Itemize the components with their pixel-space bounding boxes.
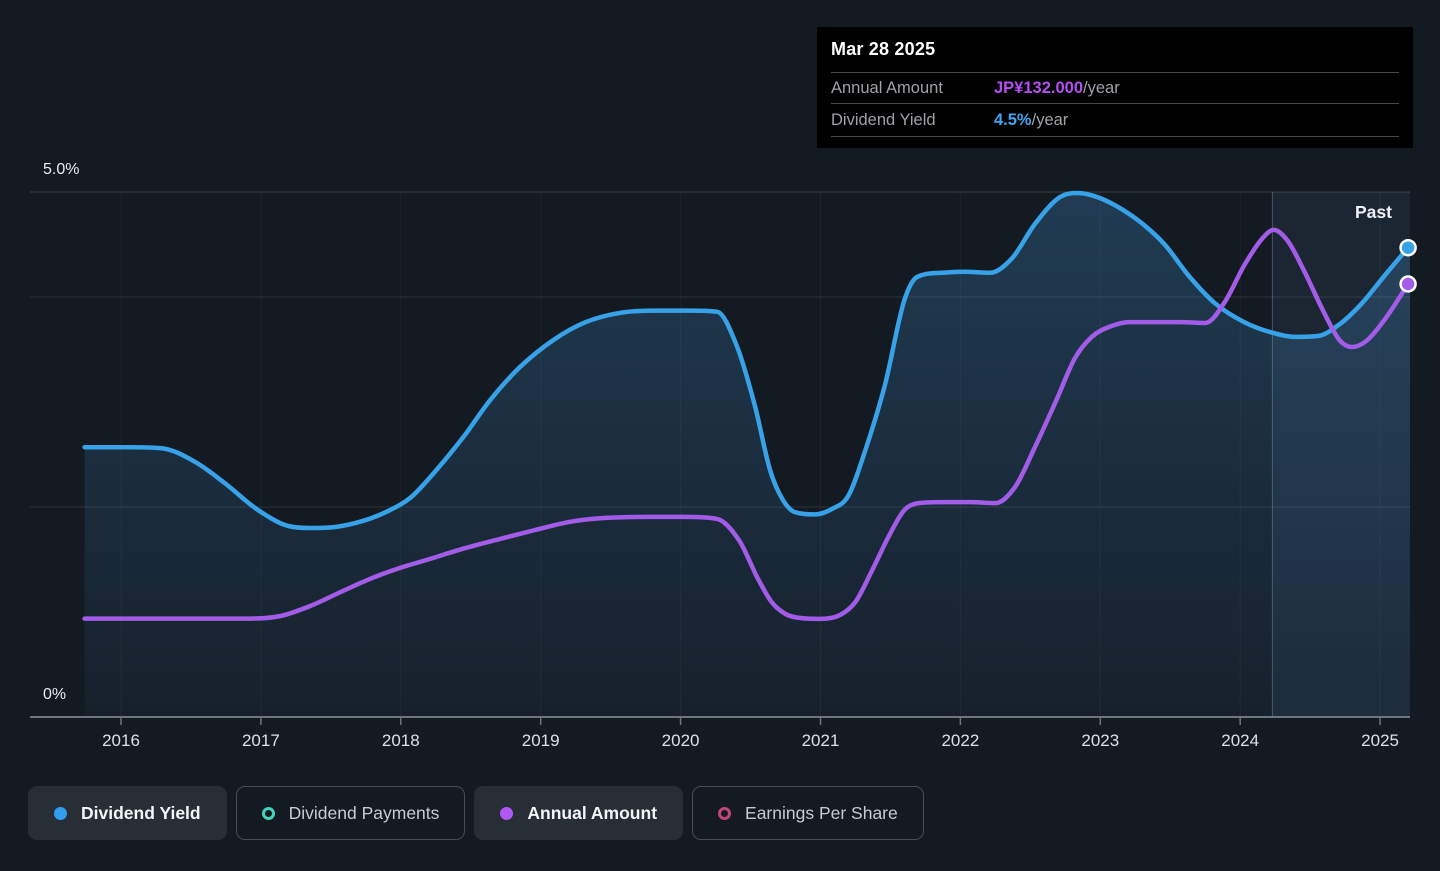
tooltip-row-annual-amount: Annual Amount JP¥132.000/year <box>831 72 1399 103</box>
legend-label: Annual Amount <box>527 802 658 823</box>
tooltip-row-dividend-yield: Dividend Yield 4.5%/year <box>831 103 1399 136</box>
x-axis-year-label: 2023 <box>1081 731 1120 750</box>
legend-button-earnings-per-share[interactable]: Earnings Per Share <box>692 786 924 840</box>
x-axis-year-label: 2025 <box>1361 731 1400 750</box>
x-axis-year-label: 2017 <box>241 731 280 750</box>
legend-button-dividend-payments[interactable]: Dividend Payments <box>235 786 466 840</box>
earnings-per-share-ring-icon <box>718 806 732 820</box>
x-axis-year-label: 2018 <box>381 731 420 750</box>
tooltip-dividend-yield-value: 4.5% <box>994 110 1032 129</box>
x-axis-year-label: 2016 <box>102 731 140 750</box>
past-region-label: Past <box>1355 202 1392 222</box>
tooltip-bottom-divider <box>831 136 1399 137</box>
y-axis-bottom-label: 0% <box>43 686 67 703</box>
legend-label: Dividend Payments <box>288 802 440 823</box>
x-axis-year-label: 2019 <box>521 731 560 750</box>
annual-amount-end-marker <box>1399 275 1417 293</box>
annual-amount-line <box>82 227 1411 622</box>
tooltip-annual-amount-label: Annual Amount <box>831 78 943 97</box>
dividend-payments-ring-icon <box>261 806 275 820</box>
x-axis-year-label: 2020 <box>661 731 700 750</box>
dividend-yield-area <box>84 193 1411 717</box>
x-axis-year-label: 2021 <box>801 731 840 750</box>
x-axis-year-label: 2022 <box>941 731 980 750</box>
tooltip-date: Mar 28 2025 <box>831 39 936 59</box>
tooltip-annual-amount-unit: /year <box>1083 78 1120 97</box>
legend-label: Earnings Per Share <box>745 802 898 823</box>
past-band <box>1272 192 1410 717</box>
legend-label: Dividend Yield <box>81 802 201 823</box>
dividend-yield-line <box>82 190 1411 531</box>
chart-tooltip: Mar 28 2025 Annual Amount JP¥132.000/yea… <box>817 27 1413 148</box>
annual-amount-dot-icon <box>500 806 514 820</box>
y-axis-top-label: 5.0% <box>43 161 80 178</box>
dividend-yield-end-marker <box>1399 238 1417 257</box>
legend-button-annual-amount[interactable]: Annual Amount <box>474 786 684 840</box>
tooltip-dividend-yield-label: Dividend Yield <box>831 110 936 129</box>
x-axis-year-label: 2024 <box>1221 731 1260 750</box>
legend-button-dividend-yield[interactable]: Dividend Yield <box>28 786 227 840</box>
legend: Dividend Yield Dividend Payments Annual … <box>28 786 924 840</box>
dividend-yield-dot-icon <box>54 806 67 820</box>
tooltip-dividend-yield-unit: /year <box>1031 110 1069 129</box>
tooltip-annual-amount-value: JP¥132.000 <box>994 78 1084 97</box>
